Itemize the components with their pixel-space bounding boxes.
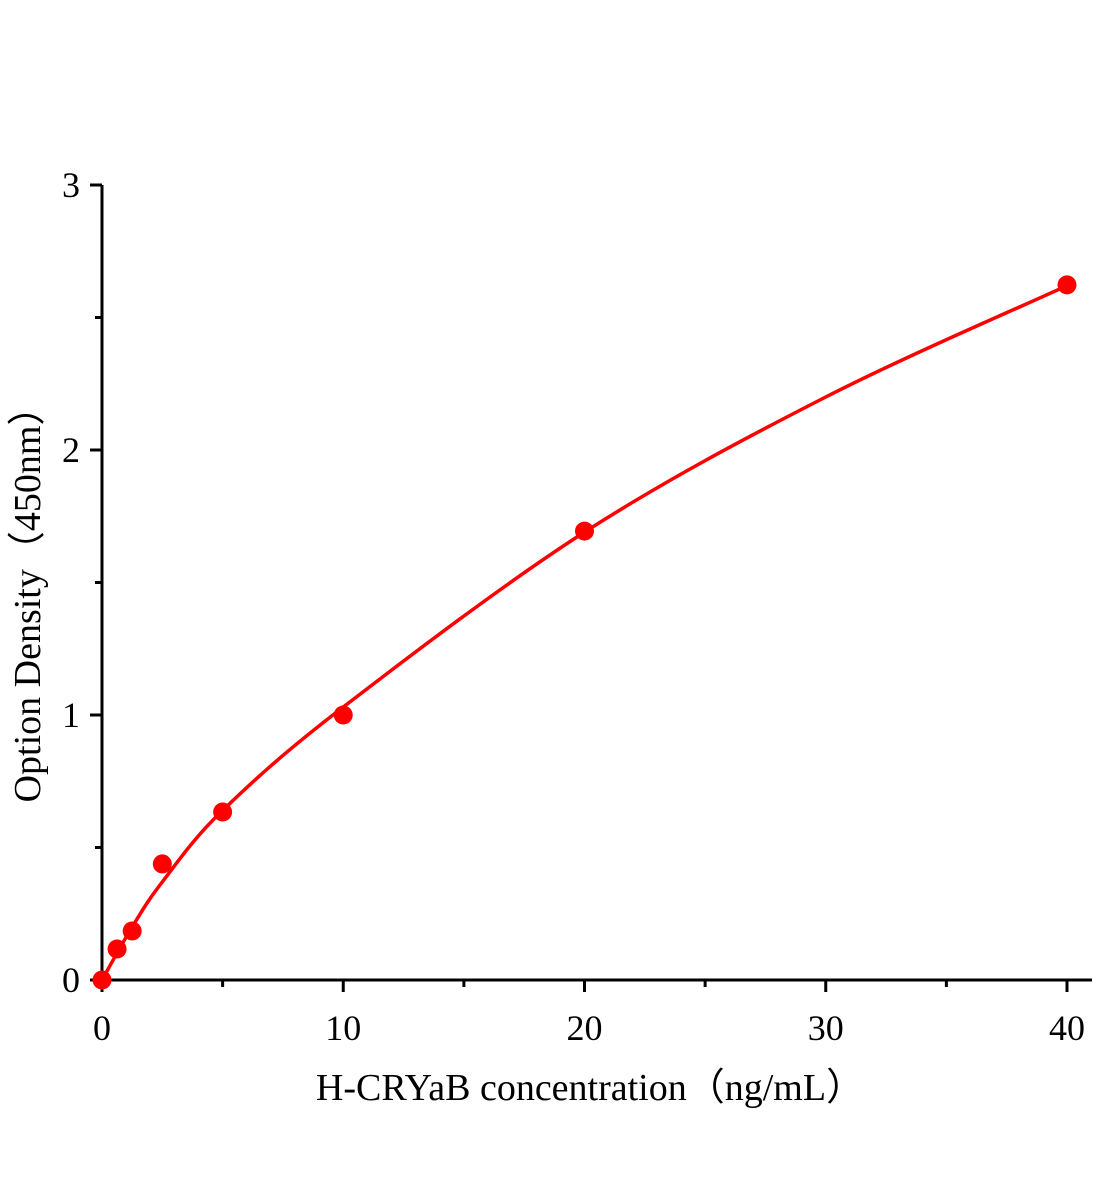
data-point xyxy=(1057,275,1077,295)
data-point xyxy=(213,802,233,822)
axes xyxy=(90,183,1092,992)
y-axis-label: Option Density（450nm） xyxy=(7,388,49,803)
fit-curve xyxy=(100,284,1068,981)
x-tick-label: 10 xyxy=(325,1008,361,1048)
x-tick-label: 20 xyxy=(567,1008,603,1048)
data-point xyxy=(152,854,172,874)
x-tick-label: 40 xyxy=(1049,1008,1085,1048)
data-point xyxy=(122,921,142,941)
data-point xyxy=(575,521,594,541)
data-points xyxy=(92,275,1077,990)
x-tick-label: 30 xyxy=(808,1008,844,1048)
y-tick-label: 2 xyxy=(62,430,80,470)
y-tick-label: 0 xyxy=(62,960,80,1000)
data-point xyxy=(333,705,353,725)
x-tick-label: 0 xyxy=(93,1008,111,1048)
y-tick-label: 3 xyxy=(62,165,80,205)
data-point xyxy=(107,939,127,959)
x-tick-labels: 0 10 20 30 40 xyxy=(93,1008,1085,1048)
x-axis-label: H-CRYaB concentration（ng/mL） xyxy=(316,1067,864,1109)
y-tick-label: 1 xyxy=(62,695,80,735)
y-tick-labels: 0 1 2 3 xyxy=(62,165,80,1000)
data-point xyxy=(92,970,112,990)
